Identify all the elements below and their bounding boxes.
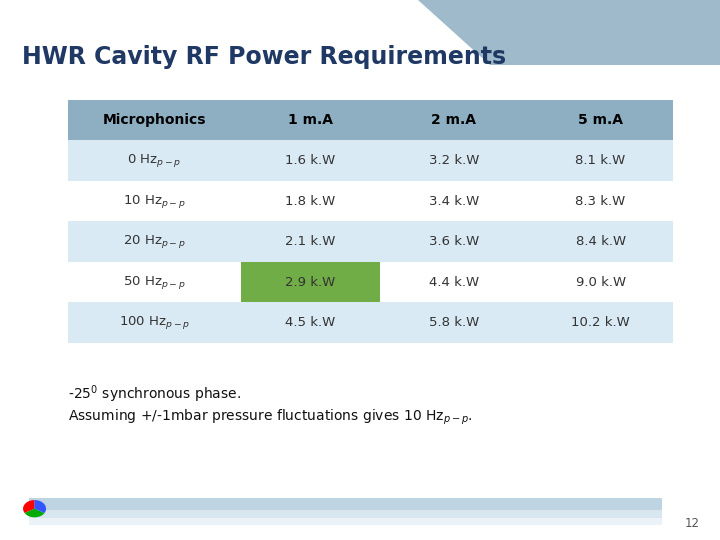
Text: 1.6 k.W: 1.6 k.W [285,154,336,167]
Text: 8.1 k.W: 8.1 k.W [575,154,626,167]
Bar [68,221,240,262]
Text: 8.3 k.W: 8.3 k.W [575,194,626,208]
Text: 3.6 k.W: 3.6 k.W [429,235,479,248]
Bar [528,140,673,181]
Text: 8.4 k.W: 8.4 k.W [575,235,626,248]
Bar [380,140,528,181]
Bar [380,100,528,140]
Bar [380,221,528,262]
Wedge shape [35,500,46,513]
Bar [528,181,673,221]
Bar [68,140,240,181]
Text: Microphonics: Microphonics [103,113,207,127]
Text: 9.0 k.W: 9.0 k.W [575,275,626,289]
Bar [528,262,673,302]
Bar [240,100,380,140]
Bar [240,302,380,343]
Text: 2.9 k.W: 2.9 k.W [285,275,336,289]
Text: 4.5 k.W: 4.5 k.W [285,316,336,329]
Text: 3.2 k.W: 3.2 k.W [429,154,479,167]
Wedge shape [23,500,35,513]
Wedge shape [24,509,45,517]
Text: 1.8 k.W: 1.8 k.W [285,194,336,208]
Text: 10.2 k.W: 10.2 k.W [571,316,630,329]
Bar [68,262,240,302]
Text: 4.4 k.W: 4.4 k.W [429,275,479,289]
Text: 5 m.A: 5 m.A [578,113,623,127]
Text: 5.8 k.W: 5.8 k.W [429,316,479,329]
Text: 3.4 k.W: 3.4 k.W [429,194,479,208]
Bar [29,498,662,510]
Bar [380,181,528,221]
Bar [68,100,240,140]
Text: 20 Hz$_{p-p}$: 20 Hz$_{p-p}$ [123,233,186,250]
Bar [240,221,380,262]
Bar [240,181,380,221]
Text: 12: 12 [685,517,700,530]
Bar [380,262,528,302]
Bar [528,221,673,262]
Text: -25$^{0}$ synchronous phase.: -25$^{0}$ synchronous phase. [68,383,241,405]
Text: 100 Hz$_{p-p}$: 100 Hz$_{p-p}$ [119,314,190,331]
Text: 50 Hz$_{p-p}$: 50 Hz$_{p-p}$ [123,274,186,291]
Bar [29,518,662,525]
Text: HWR Cavity RF Power Requirements: HWR Cavity RF Power Requirements [22,45,505,69]
Bar [380,302,528,343]
Bar [240,140,380,181]
Bar [68,181,240,221]
Text: Assuming +/-1mbar pressure fluctuations gives 10 Hz$_{p-p}$.: Assuming +/-1mbar pressure fluctuations … [68,408,473,427]
Bar [528,100,673,140]
Polygon shape [418,0,720,65]
Text: 1 m.A: 1 m.A [288,113,333,127]
Bar [240,262,380,302]
Text: 2.1 k.W: 2.1 k.W [285,235,336,248]
Text: 2 m.A: 2 m.A [431,113,477,127]
Bar [29,510,662,518]
Text: 0 Hz$_{p-p}$: 0 Hz$_{p-p}$ [127,152,181,169]
Bar [528,302,673,343]
Bar [68,302,240,343]
Text: 10 Hz$_{p-p}$: 10 Hz$_{p-p}$ [123,193,186,210]
